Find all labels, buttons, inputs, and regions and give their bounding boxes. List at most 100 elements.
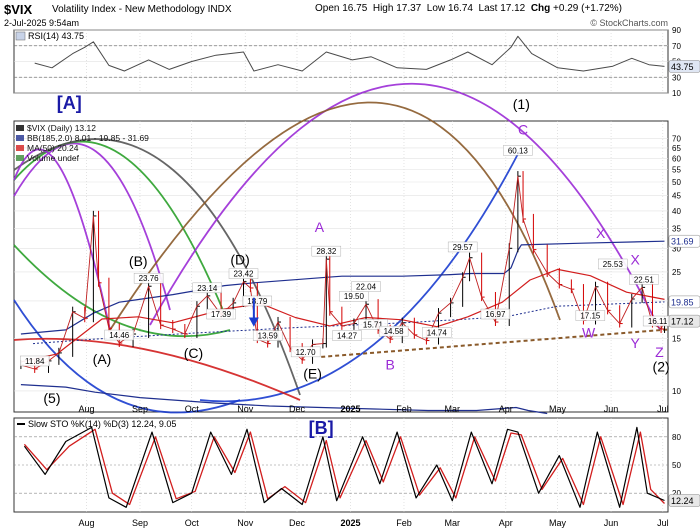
bb-mid-value: 19.85: [671, 297, 694, 307]
data-label-box: [378, 325, 409, 337]
price-tick-label: 25: [672, 268, 681, 277]
rsi-line: [34, 35, 665, 72]
data-label: 17.15: [580, 312, 601, 321]
bb-mid-value-box: [668, 295, 700, 309]
sto-x-tick-label: 2025: [340, 518, 360, 528]
chart-date: 2-Jul-2025 9:54am: [4, 18, 80, 28]
sto-tick-label: 50: [672, 461, 681, 470]
rsi-tick-label: 30: [672, 73, 681, 82]
wave-annotation: (C): [184, 345, 203, 361]
bb-upper-line: [20, 240, 665, 335]
cycle-arc: [109, 101, 561, 331]
last-value: 17.12: [500, 3, 526, 14]
data-label-box: [332, 330, 362, 341]
data-label: 18.79: [247, 297, 268, 306]
cycle-arc: [13, 140, 226, 316]
x-tick-label: Dec: [289, 404, 306, 414]
price-tick-label: 45: [672, 192, 681, 201]
cycle-arc: [13, 148, 111, 331]
wave-annotation: (A): [93, 351, 112, 367]
section-label-b: [B]: [309, 418, 334, 438]
rsi-legend: RSI(14) 43.75: [28, 31, 84, 41]
sto-x-tick-label: Aug: [78, 518, 94, 528]
x-tick-label: Jul: [657, 404, 669, 414]
chg-value: +0.29 (+1.72%): [553, 3, 622, 14]
sto-d-line: [23, 428, 665, 506]
wave-annotation: (B): [129, 253, 148, 269]
open-value: 16.75: [342, 3, 368, 14]
x-tick-label: Oct: [185, 404, 200, 414]
rsi-legend-swatch: [15, 31, 26, 41]
last-label: Last: [478, 3, 498, 14]
x-tick-label: Jun: [604, 404, 619, 414]
cycle-arc: [149, 83, 661, 331]
data-label-box: [290, 346, 321, 358]
x-tick-label: May: [549, 404, 567, 414]
wave-annotation: Y: [631, 335, 641, 351]
watermark: © StockCharts.com: [590, 18, 668, 28]
x-tick-label: Nov: [237, 404, 254, 414]
wave-annotation: X: [596, 225, 606, 241]
data-label-box: [598, 258, 628, 270]
sto-frame: [13, 417, 669, 513]
data-label: 12.70: [296, 348, 317, 357]
data-label-box: [351, 281, 381, 292]
wave-annotation: A: [315, 219, 325, 235]
price-tick-label: 15: [672, 334, 681, 343]
bb-middle-line: [32, 301, 665, 345]
sto-x-tick-label: Nov: [237, 518, 254, 528]
wave-annotation: (2): [653, 359, 670, 375]
bb-upper-value-box: [668, 234, 700, 248]
high-label: High: [372, 3, 394, 14]
wave-annotation: X: [631, 251, 641, 267]
data-label: 29.57: [453, 243, 474, 252]
data-label-box: [206, 308, 236, 320]
data-label: 19.50: [344, 292, 365, 301]
high-value: 17.37: [396, 3, 422, 14]
price-tick-label: 50: [672, 178, 681, 187]
last-price-value-box: [668, 314, 700, 328]
sto-legend: Slow STO %K(14) %D(3) 12.24, 9.05: [28, 419, 176, 429]
chart-symbol: $VIX: [4, 2, 33, 17]
wave-annotation: (D): [230, 251, 249, 267]
cycle-arc: [199, 149, 521, 403]
cycle-arc: [13, 138, 301, 396]
rsi-last-label-box: [668, 60, 700, 73]
low-label: Low: [426, 3, 446, 14]
x-tick-label: Feb: [396, 404, 412, 414]
wave-annotation: Z: [655, 344, 664, 360]
data-label-box: [133, 273, 164, 284]
sto-last-label: 12.24: [671, 496, 694, 506]
data-label-box: [480, 308, 511, 320]
price-panel: 7065605550454035302520151011.8414.4623.7…: [13, 83, 700, 415]
data-label-box: [242, 295, 273, 307]
data-label-box: [447, 241, 478, 253]
sto-x-tick-label: Jun: [604, 518, 619, 528]
rsi-last-label: 43.75: [671, 62, 694, 72]
bb-upper-value: 31.69: [671, 237, 694, 247]
data-label: 14.27: [337, 332, 358, 341]
data-label: 13.59: [258, 332, 279, 341]
sto-x-tick-label: Mar: [445, 518, 461, 528]
sto-last-label-box: [668, 494, 700, 507]
data-label-box: [20, 355, 50, 367]
sto-x-tick-label: Dec: [289, 518, 306, 528]
price-tick-label: 55: [672, 166, 681, 175]
data-label-box: [192, 282, 222, 294]
bb-lower-line: [20, 384, 548, 415]
cycle-arc: [13, 337, 301, 401]
rsi-tick-label: 10: [672, 89, 681, 98]
data-label: 22.51: [634, 275, 655, 284]
price-legend-swatch: [16, 125, 24, 131]
sto-x-tick-label: Jul: [657, 518, 669, 528]
sto-x-tick-label: May: [549, 518, 567, 528]
x-tick-label: Sep: [132, 404, 148, 414]
data-label: 60.13: [508, 146, 529, 155]
price-legend-entry: BB(185,2.0) 8.01 - 19.85 - 31.69: [27, 133, 149, 143]
data-label: 23.14: [197, 284, 218, 293]
data-label: 14.74: [427, 329, 448, 338]
data-label: 28.32: [316, 247, 337, 256]
data-label: 11.84: [25, 357, 45, 366]
